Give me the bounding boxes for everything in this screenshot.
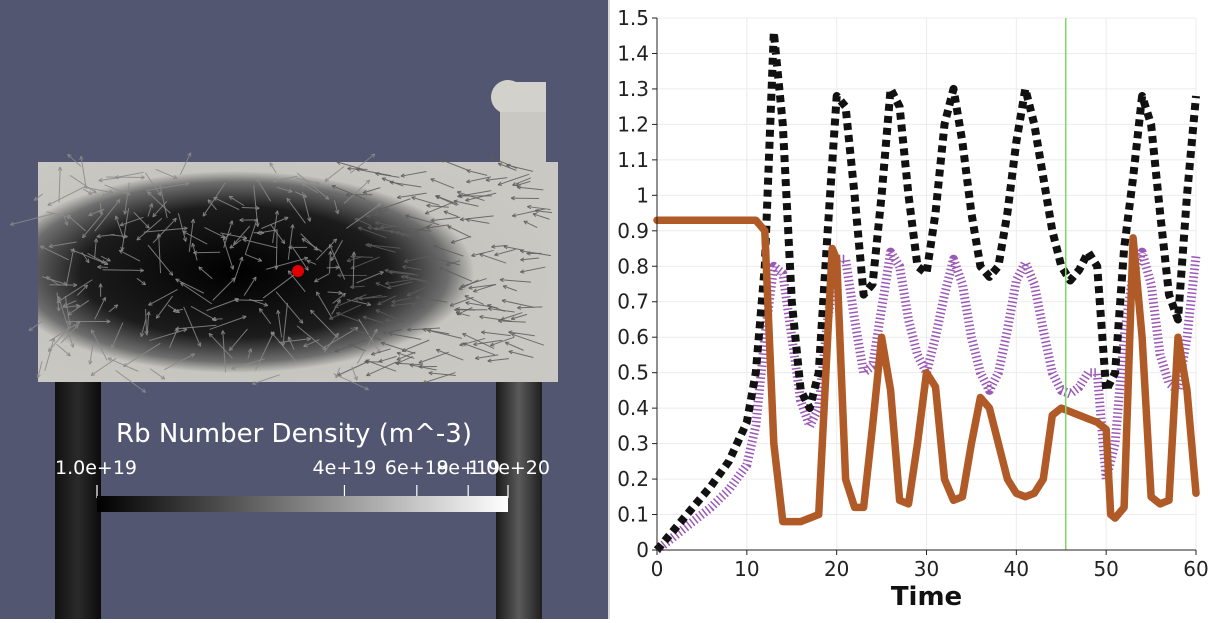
y-tick-label: 1.4 xyxy=(617,41,649,65)
y-tick-label: 1.1 xyxy=(617,148,649,172)
x-tick-label: 40 xyxy=(1004,557,1029,581)
y-axis-ticks: 0 0.1 0.2 0.3 0.4 0.5 0.6 0.7 0.8 0.9 1 1.1 1.2 1.3 1.… xyxy=(617,6,657,562)
cell-stem-cap xyxy=(491,80,546,112)
cell-leg-left xyxy=(55,380,101,619)
y-tick-label: 0.7 xyxy=(617,290,649,314)
x-tick-label: 20 xyxy=(824,557,849,581)
colorbar-title: Rb Number Density (m^-3) xyxy=(116,419,472,449)
y-tick-label: 0 xyxy=(636,538,649,562)
x-tick-label: 30 xyxy=(914,557,939,581)
line-chart-view[interactable]: 0 0.1 0.2 0.3 0.4 0.5 0.6 0.7 0.8 0.9 1 1.1 1.2 1.3 1.… xyxy=(610,0,1216,619)
probe-point[interactable] xyxy=(292,265,304,277)
colorbar-label: 4e+19 xyxy=(313,457,377,479)
x-axis-ticks: 0 10 20 30 40 50 60 xyxy=(651,550,1209,581)
y-tick-label: 0.6 xyxy=(617,325,649,349)
y-tick-label: 1.2 xyxy=(617,112,649,136)
grid-lines xyxy=(657,18,1196,550)
colorbar-label: 1.0e+20 xyxy=(468,457,550,479)
x-axis-title: Time xyxy=(891,582,962,612)
x-tick-label: 10 xyxy=(734,557,759,581)
y-tick-label: 1 xyxy=(636,183,649,207)
y-tick-label: 0.8 xyxy=(617,254,649,278)
y-tick-label: 0.3 xyxy=(617,432,649,456)
y-tick-label: 0.2 xyxy=(617,467,649,491)
y-tick-label: 1.5 xyxy=(617,6,649,30)
x-tick-label: 0 xyxy=(651,557,664,581)
colorbar-gradient xyxy=(97,496,508,512)
y-tick-label: 0.1 xyxy=(617,503,649,527)
colorbar-label: 1.0e+19 xyxy=(55,457,137,479)
y-tick-label: 0.5 xyxy=(617,361,649,385)
x-tick-label: 50 xyxy=(1093,557,1118,581)
y-tick-label: 0.4 xyxy=(617,396,649,420)
line-chart: 0 0.1 0.2 0.3 0.4 0.5 0.6 0.7 0.8 0.9 1 1.1 1.2 1.3 1.… xyxy=(610,0,1216,619)
y-tick-label: 0.9 xyxy=(617,219,649,243)
x-tick-label: 60 xyxy=(1183,557,1208,581)
y-tick-label: 1.3 xyxy=(617,77,649,101)
